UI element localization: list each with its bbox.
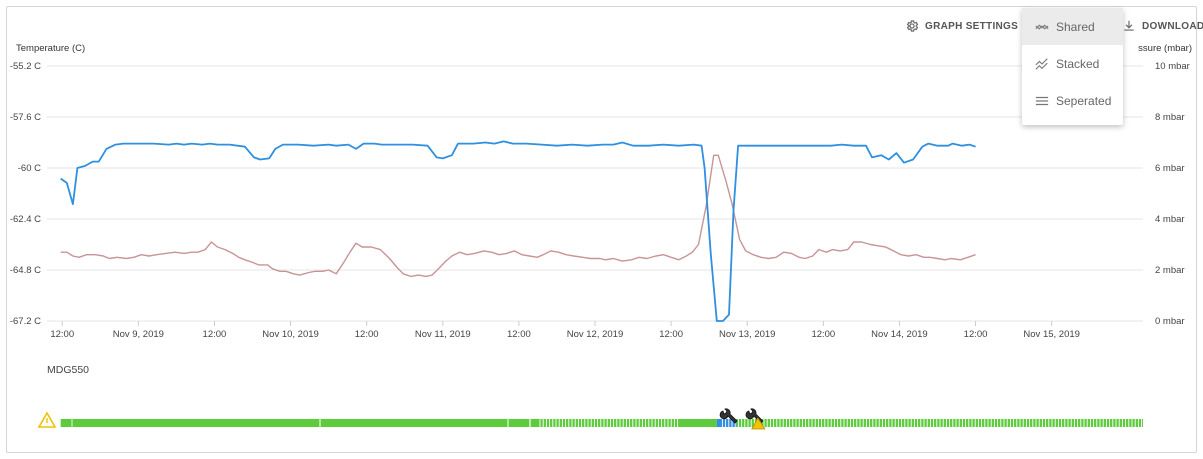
x-tick-label: Nov 14, 2019 <box>871 329 928 340</box>
left-tick-label: -60 C <box>18 163 41 174</box>
menu-item-label: Shared <box>1056 19 1095 34</box>
graph-mode-menu: Shared Stacked Seperated <box>1022 8 1123 125</box>
left-tick-label: -57.6 C <box>10 112 41 123</box>
download-label: DOWNLOAD <box>1142 20 1203 32</box>
left-tick-label: -67.2 C <box>10 316 41 327</box>
right-tick-label: 4 mbar <box>1155 214 1185 225</box>
left-tick-label: -64.8 C <box>10 265 41 276</box>
right-tick-label: 2 mbar <box>1155 265 1185 276</box>
download-button[interactable]: DOWNLOAD <box>1122 19 1203 33</box>
x-tick-label: 12:00 <box>355 329 379 340</box>
download-icon <box>1124 20 1134 31</box>
device-name: MDG550 <box>47 364 90 376</box>
x-tick-label: 12:00 <box>203 329 227 340</box>
status-segment-maintenance <box>716 419 737 427</box>
x-tick-label: Nov 13, 2019 <box>719 329 776 340</box>
shared-graph-icon <box>1035 23 1049 30</box>
menu-item-seperated[interactable]: Seperated <box>1022 82 1123 119</box>
right-axis-title: ssure (mbar) <box>1138 43 1192 54</box>
menu-item-label: Seperated <box>1056 93 1112 108</box>
x-tick-label: 12:00 <box>507 329 531 340</box>
wrench-warning-icon[interactable] <box>745 408 766 430</box>
right-tick-label: 6 mbar <box>1155 163 1185 174</box>
right-tick-label: 10 mbar <box>1155 61 1190 72</box>
x-tick-label: Nov 15, 2019 <box>1023 329 1080 340</box>
graph-settings-button[interactable]: GRAPH SETTINGS <box>905 19 1018 33</box>
grid-lines <box>47 65 1143 322</box>
menu-item-shared[interactable]: Shared <box>1022 8 1123 45</box>
temperature-series-line <box>60 140 976 322</box>
warning-triangle-icon[interactable] <box>37 411 57 428</box>
gear-icon <box>906 20 919 32</box>
x-tick-label: 12:00 <box>964 329 988 340</box>
x-tick-label: Nov 11, 2019 <box>415 329 471 340</box>
x-tick-label: Nov 10, 2019 <box>262 329 319 340</box>
stacked-graph-icon <box>1035 57 1048 70</box>
status-timeline <box>37 408 1178 430</box>
x-tick-label: 12:00 <box>659 329 683 340</box>
right-axis-ticks: 10 mbar 8 mbar 6 mbar 4 mbar 2 mbar 0 mbar <box>1155 61 1190 327</box>
x-tick-label: Nov 9, 2019 <box>113 329 164 340</box>
left-tick-label: -62.4 C <box>10 214 41 225</box>
left-axis-title: Temperature (C) <box>16 43 86 54</box>
right-tick-label: 0 mbar <box>1155 316 1185 327</box>
left-axis-ticks: -55.2 C -57.6 C -60 C -62.4 C -64.8 C -67.2 C <box>10 61 41 327</box>
x-tick-label: 12:00 <box>811 329 835 340</box>
wrench-icon[interactable] <box>719 408 738 424</box>
graph-panel <box>6 6 1197 453</box>
series-lines <box>60 140 976 322</box>
menu-item-stacked[interactable]: Stacked <box>1022 45 1123 82</box>
separated-lines-icon <box>1035 96 1049 105</box>
left-tick-label: -55.2 C <box>10 61 41 72</box>
x-tick-label: 12:00 <box>50 329 74 340</box>
right-tick-label: 8 mbar <box>1155 112 1185 123</box>
status-segment-ok <box>60 419 717 427</box>
x-axis-ticks: 12:00 Nov 9, 2019 12:00 Nov 10, 2019 12:00 No… <box>50 321 1080 340</box>
pressure-series-line <box>60 154 976 278</box>
menu-item-label: Stacked <box>1056 56 1100 71</box>
graph-settings-label: GRAPH SETTINGS <box>925 20 1019 32</box>
x-tick-label: Nov 12, 2019 <box>567 329 624 340</box>
